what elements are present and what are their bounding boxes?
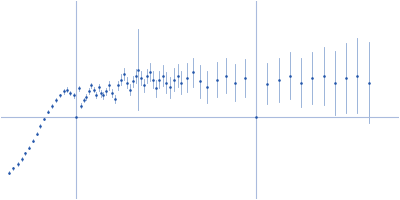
Point: [287, 74, 293, 77]
Point: [298, 81, 304, 84]
Point: [167, 86, 173, 89]
Point: [264, 82, 271, 85]
Point: [140, 84, 147, 87]
Point: [86, 90, 92, 93]
Point: [130, 80, 136, 83]
Point: [189, 71, 196, 74]
Point: [242, 76, 248, 80]
Point: [197, 80, 203, 83]
Point: [146, 71, 153, 74]
Point: [22, 152, 28, 155]
Point: [109, 91, 116, 95]
Point: [184, 76, 190, 80]
Point: [88, 84, 94, 87]
Point: [18, 158, 25, 161]
Point: [106, 84, 112, 87]
Point: [6, 171, 12, 174]
Point: [276, 78, 282, 81]
Point: [100, 94, 106, 97]
Point: [163, 81, 170, 84]
Point: [64, 88, 70, 91]
Point: [118, 78, 124, 81]
Point: [332, 81, 338, 84]
Point: [103, 90, 110, 93]
Point: [90, 88, 97, 91]
Point: [134, 68, 141, 71]
Point: [41, 117, 47, 120]
Point: [214, 78, 220, 81]
Point: [144, 74, 150, 77]
Point: [78, 104, 84, 107]
Point: [93, 94, 99, 97]
Point: [71, 94, 77, 97]
Point: [45, 110, 51, 113]
Point: [178, 81, 184, 84]
Point: [112, 97, 118, 100]
Point: [174, 74, 181, 77]
Point: [152, 87, 159, 90]
Point: [223, 74, 230, 77]
Point: [53, 98, 59, 102]
Point: [309, 76, 316, 80]
Point: [150, 78, 156, 81]
Point: [81, 98, 87, 102]
Point: [15, 162, 21, 165]
Point: [67, 91, 74, 95]
Point: [124, 81, 130, 84]
Point: [366, 81, 372, 84]
Point: [138, 76, 144, 80]
Point: [159, 74, 166, 77]
Point: [133, 74, 140, 77]
Point: [26, 146, 32, 149]
Point: [73, 116, 80, 119]
Point: [57, 94, 63, 97]
Point: [121, 72, 128, 75]
Point: [354, 74, 360, 77]
Point: [30, 139, 36, 142]
Point: [60, 90, 67, 93]
Point: [34, 132, 40, 135]
Point: [204, 86, 211, 89]
Point: [96, 86, 102, 89]
Point: [49, 104, 56, 107]
Point: [320, 74, 327, 77]
Point: [127, 88, 134, 91]
Point: [343, 76, 349, 80]
Point: [253, 116, 260, 119]
Point: [83, 95, 89, 99]
Point: [10, 167, 16, 170]
Point: [232, 81, 238, 84]
Point: [75, 87, 82, 90]
Point: [37, 125, 44, 128]
Point: [115, 84, 122, 87]
Point: [170, 78, 177, 81]
Point: [156, 78, 162, 81]
Point: [98, 91, 104, 95]
